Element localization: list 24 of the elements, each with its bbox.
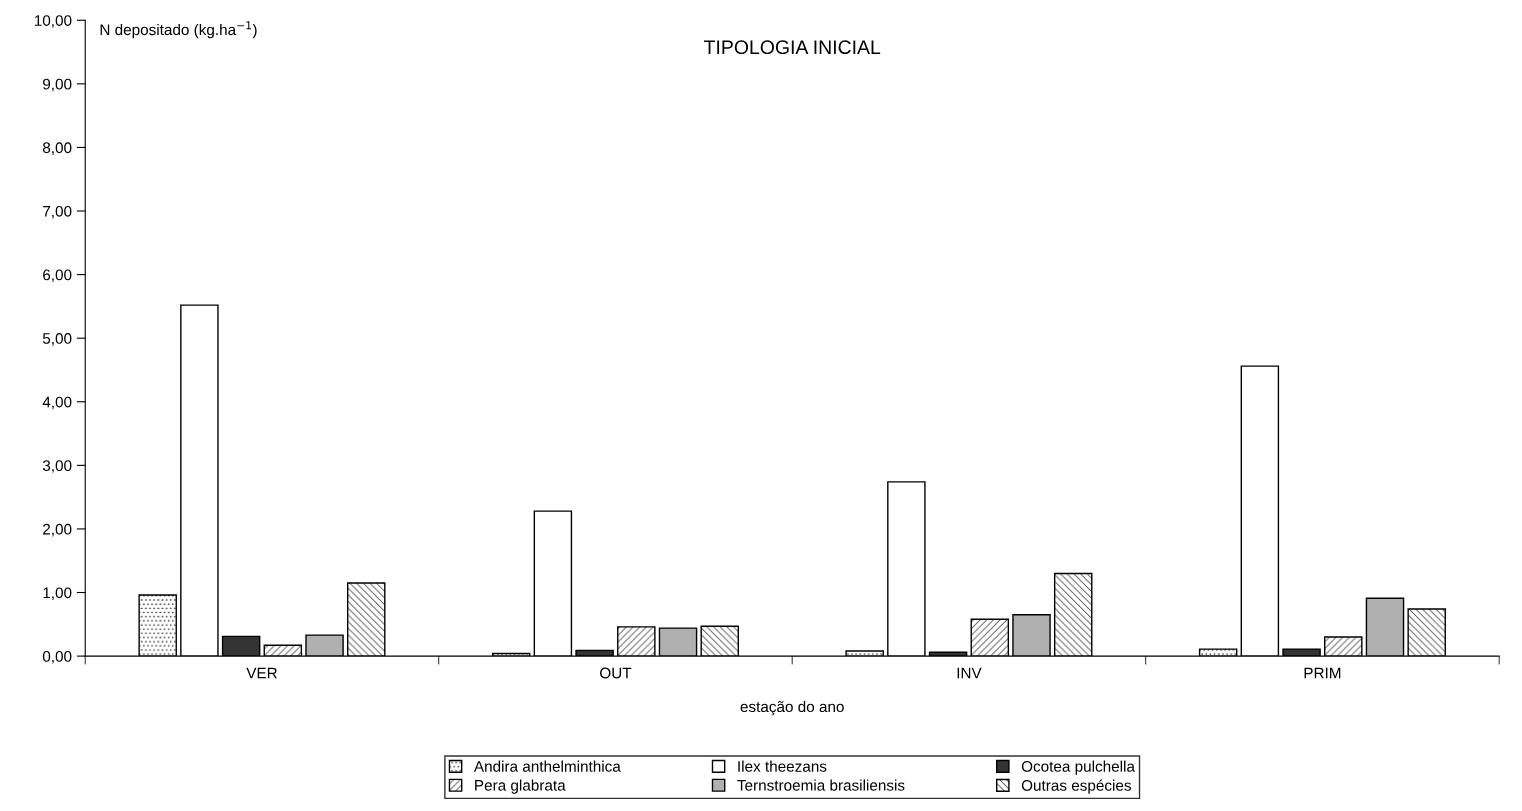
y-tick-label: 0,00 [42, 650, 72, 664]
x-axis-title: estação do ano [740, 700, 844, 716]
text: TIPOLOGIA INICIAL [704, 40, 881, 55]
legend-label: Pera glabrata [475, 779, 566, 794]
legend-label: Ternstroemia brasiliensis [737, 779, 905, 791]
legend-label: Ilex theezans [738, 760, 827, 772]
y-tick-label: 2,00 [43, 523, 72, 537]
y-tick-label: 10,00 [34, 15, 72, 28]
y-tick-label: 7,00 [43, 205, 72, 219]
y-tick-label: 3,00 [42, 460, 72, 473]
y-axis-title: N depositado (kg.ha$^{−1}$) [100, 21, 257, 39]
y-tick-label: 9,00 [43, 78, 72, 92]
x-tick-label: INV [957, 667, 982, 679]
legend-label: Andira anthelminthica [473, 760, 621, 772]
x-tick-label: OUT [600, 667, 632, 679]
y-tick-label: 6,00 [43, 269, 72, 283]
y-tick-label: 8,00 [42, 142, 72, 155]
y-tick-label: 5,00 [42, 333, 72, 346]
x-tick-label: PRIM [1304, 667, 1341, 679]
legend-label: Outras espécies [1021, 779, 1131, 794]
legend-label: Ocotea pulchella [1021, 760, 1135, 775]
y-tick-label: 4,00 [42, 396, 72, 410]
x-tick-label: VER [246, 667, 277, 679]
y-tick-label: 1,00 [43, 587, 72, 601]
